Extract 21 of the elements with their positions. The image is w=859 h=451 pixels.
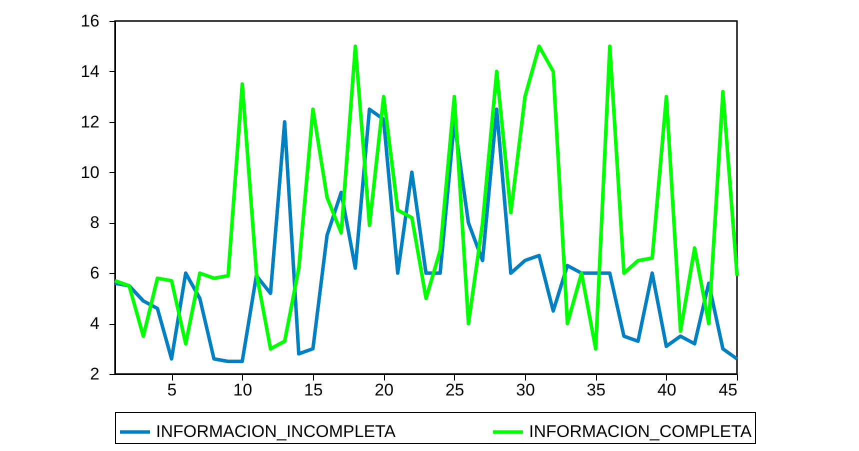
y-tick-label: 6	[90, 264, 100, 283]
x-tick-label: 15	[304, 380, 323, 400]
legend-label: INFORMACION_INCOMPLETA	[156, 422, 396, 441]
y-tick-label: 16	[80, 12, 100, 30]
x-tick-label: 30	[516, 380, 535, 400]
line-series	[113, 44, 739, 351]
x-tick-label: 40	[657, 380, 676, 400]
x-tick-label: 10	[233, 380, 252, 400]
x-tick-label: 45	[718, 380, 738, 400]
x-tick-label: 5	[167, 380, 177, 400]
x-tick-label: 20	[374, 380, 394, 400]
y-tick-label: 4	[90, 314, 100, 334]
x-tick-label: 25	[445, 380, 464, 400]
y-tick-label: 2	[90, 364, 100, 384]
legend-label: INFORMACION_COMPLETA	[529, 422, 752, 441]
y-tick-label: 8	[90, 213, 100, 232]
y-tick-label: 10	[80, 162, 100, 182]
x-tick-label: 35	[586, 380, 606, 400]
y-tick-label: 12	[80, 112, 100, 132]
y-tick-label: 14	[80, 62, 100, 81]
line-series	[113, 108, 739, 364]
